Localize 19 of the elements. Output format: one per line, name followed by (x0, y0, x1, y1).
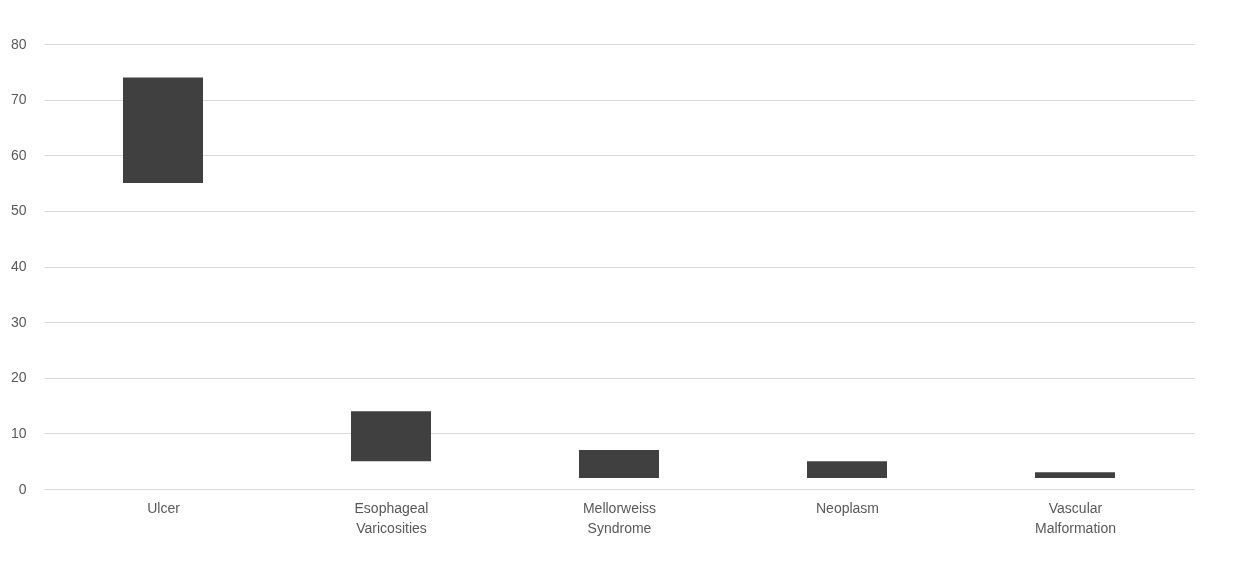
x-tick-label: Ulcer (147, 499, 181, 516)
y-tick-label: 10 (10, 424, 27, 441)
y-tick-label: 70 (10, 91, 27, 108)
bar (579, 450, 659, 478)
x-tick-label: Neoplasm (815, 499, 880, 516)
y-tick-label: 30 (10, 313, 27, 330)
y-tick-label: 40 (10, 258, 27, 274)
y-tick-label: 60 (10, 146, 27, 163)
y-tick-label: 0 (18, 480, 27, 497)
bar (351, 411, 431, 462)
x-tick-label: Esophageal Varicosities (354, 499, 429, 536)
x-tick-label: Vascular Malformation (1035, 499, 1116, 536)
y-tick-label: 50 (10, 202, 27, 219)
y-tick-label: 20 (10, 369, 27, 386)
bar (1035, 472, 1115, 478)
x-tick-label: Mellorweiss Syndrome (582, 499, 657, 536)
bar (807, 461, 887, 478)
y-tick-label: 80 (10, 35, 27, 52)
bar (123, 77, 203, 184)
